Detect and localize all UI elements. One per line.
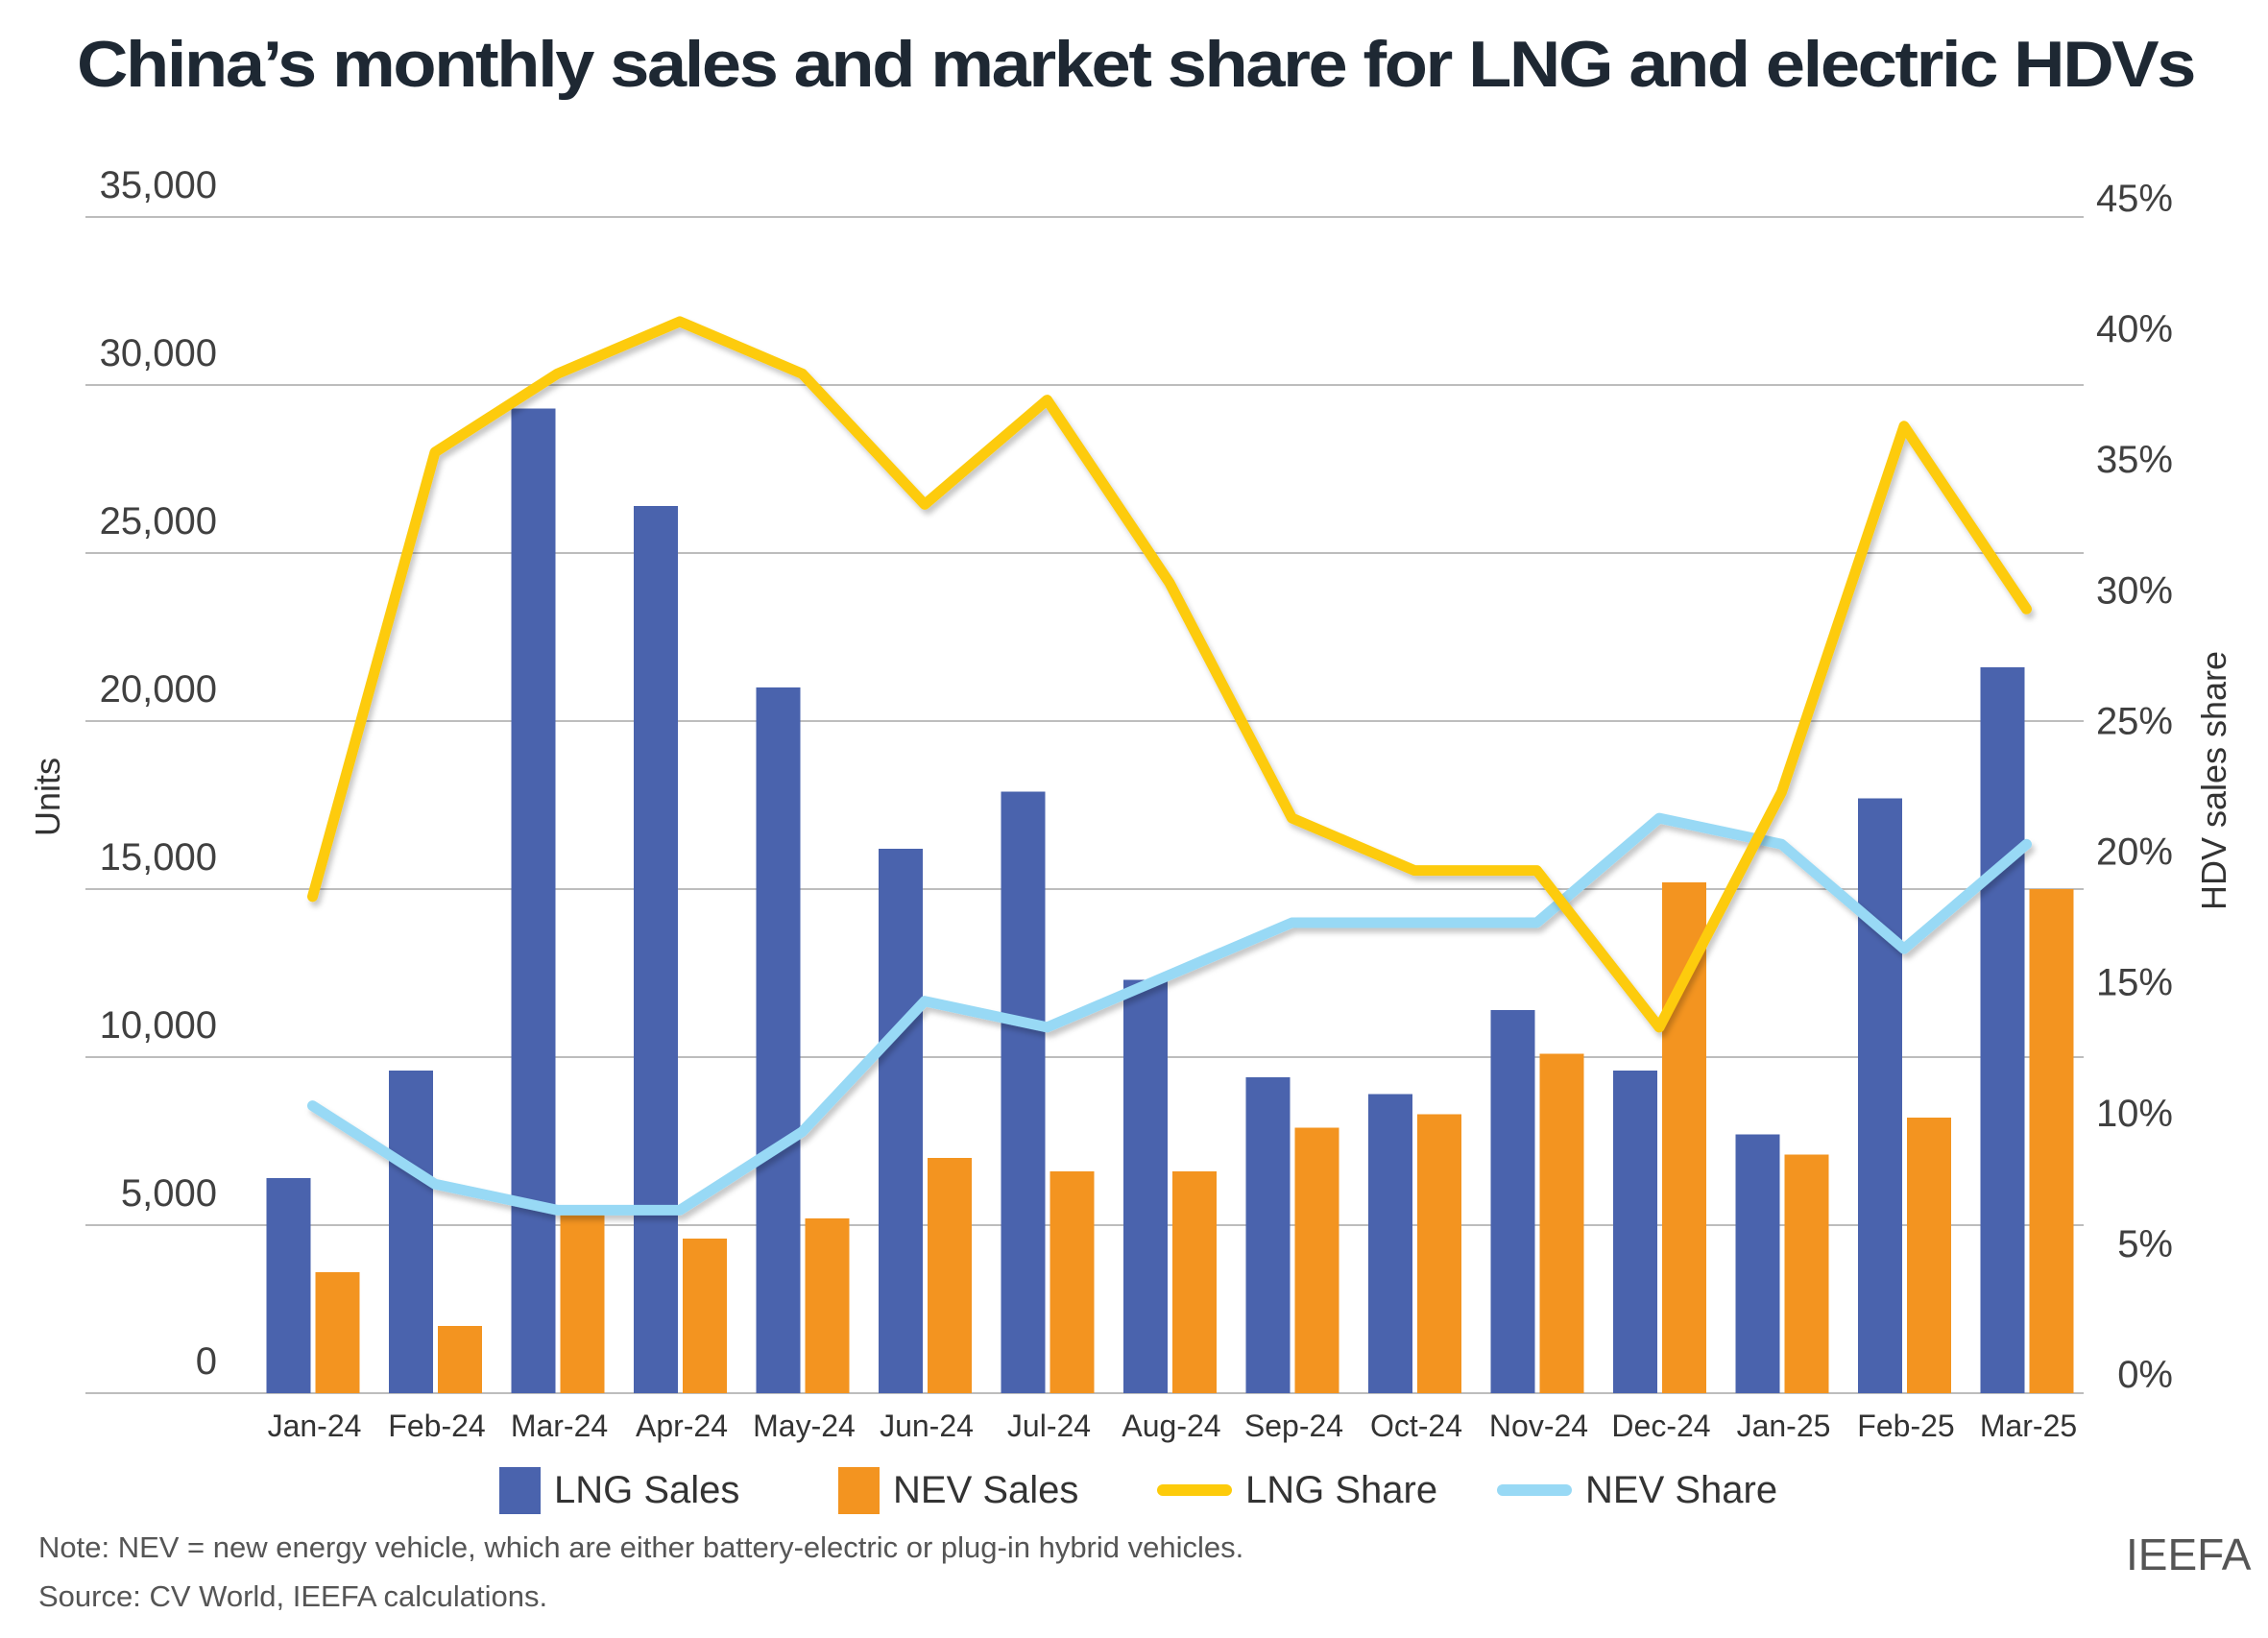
y-tick-label: 15,000: [100, 836, 217, 879]
y-axis-right-ticks: 0% 5% 10% 15% 20% 25% 30% 35% 40% 45%: [2096, 178, 2173, 1396]
y2-tick-label: 10%: [2096, 1093, 2173, 1135]
bar-lng-sales: [1980, 667, 2025, 1393]
y-axis-left-ticks: 0 5,000 10,000 15,000 20,000 25,000 30,000 35,0…: [100, 164, 217, 1383]
lng-sales-swatch: [499, 1466, 541, 1514]
bar-lng-sales: [266, 1178, 311, 1393]
bar-lng-sales: [1368, 1094, 1412, 1393]
x-tick-label: Nov-24: [1489, 1409, 1588, 1443]
legend-label-lng-sales: LNG Sales: [554, 1468, 740, 1511]
y-tick-label: 10,000: [100, 1004, 217, 1047]
x-tick-label: Feb-24: [388, 1409, 485, 1443]
line-lng-share: [307, 316, 2032, 1033]
legend-item-nev-share[interactable]: NEV Share: [1497, 1459, 1777, 1521]
nev-sales-swatch: [838, 1466, 880, 1514]
x-tick-label: Sep-24: [1244, 1409, 1343, 1443]
bar-lng-sales: [389, 1071, 433, 1393]
source-note: Source: CV World, IEEFA calculations.: [38, 1579, 548, 1613]
bar-nev-sales: [805, 1218, 850, 1393]
bar-lng-sales: [879, 849, 923, 1393]
y2-tick-label: 0%: [2117, 1354, 2173, 1396]
x-tick-label: Oct-24: [1370, 1409, 1462, 1443]
ieefa-logo: IEEFA: [2126, 1530, 2252, 1579]
nev-share-swatch: [1497, 1484, 1572, 1496]
bar-lng-sales: [634, 506, 678, 1393]
y2-tick-label: 35%: [2096, 439, 2173, 481]
legend-item-nev-sales[interactable]: NEV Sales: [838, 1459, 1078, 1521]
bar-nev-sales: [1294, 1127, 1339, 1393]
x-tick-label: Jul-24: [1007, 1409, 1091, 1443]
y2-tick-label: 45%: [2096, 178, 2173, 220]
bar-nev-sales: [1539, 1053, 1584, 1393]
bar-lng-sales: [511, 408, 556, 1393]
bar-nev-sales: [1784, 1154, 1829, 1393]
bar-nev-sales: [1050, 1171, 1095, 1393]
x-tick-label: Apr-24: [636, 1409, 728, 1443]
x-tick-label: Dec-24: [1611, 1409, 1710, 1443]
y2-tick-label: 15%: [2096, 962, 2173, 1004]
bar-nev-sales: [2029, 889, 2074, 1393]
y-tick-label: 0: [196, 1340, 217, 1383]
legend: LNG Sales NEV Sales LNG Share NEV Share: [0, 1459, 2268, 1521]
legend-item-lng-sales[interactable]: LNG Sales: [499, 1459, 739, 1521]
share-lines: [307, 316, 2032, 1216]
bar-nev-sales: [1662, 882, 1706, 1393]
bar-nev-sales: [438, 1326, 482, 1393]
y-axis-right-title: HDV sales share: [2194, 651, 2233, 910]
x-tick-label: May-24: [753, 1409, 856, 1443]
y-tick-label: 35,000: [100, 164, 217, 206]
x-axis-ticks: Jan-24 Feb-24 Mar-24 Apr-24 May-24 Jun-24 Jul-…: [268, 1409, 2078, 1443]
y2-tick-label: 30%: [2096, 569, 2173, 612]
x-tick-label: Jan-25: [1737, 1409, 1831, 1443]
y2-tick-label: 25%: [2096, 700, 2173, 742]
bar-nev-sales: [315, 1272, 360, 1393]
y2-tick-label: 20%: [2096, 831, 2173, 874]
y-tick-label: 5,000: [121, 1172, 217, 1215]
bar-lng-sales: [1858, 798, 1902, 1393]
bar-nev-sales: [683, 1239, 727, 1393]
legend-label-nev-sales: NEV Sales: [893, 1468, 1079, 1511]
x-tick-label: Mar-25: [1980, 1409, 2077, 1443]
x-tick-label: Aug-24: [1122, 1409, 1220, 1443]
y-axis-left-title: Units: [28, 758, 67, 836]
bar-nev-sales: [928, 1158, 972, 1393]
bar-lng-sales: [1490, 1010, 1535, 1393]
bar-lng-sales: [756, 687, 801, 1393]
y2-tick-label: 5%: [2117, 1223, 2173, 1265]
bar-lng-sales: [1245, 1077, 1291, 1393]
chart-title: China’s monthly sales and market share f…: [77, 28, 2196, 101]
bar-nev-sales: [1172, 1171, 1217, 1393]
y-tick-label: 30,000: [100, 332, 217, 374]
footnote: Note: NEV = new energy vehicle, which ar…: [38, 1530, 1244, 1564]
x-tick-label: Jan-24: [268, 1409, 362, 1443]
legend-item-lng-share[interactable]: LNG Share: [1157, 1459, 1437, 1521]
bar-lng-sales: [1001, 791, 1046, 1393]
x-tick-label: Jun-24: [880, 1409, 974, 1443]
y-tick-label: 20,000: [100, 668, 217, 711]
bar-lng-sales: [1735, 1134, 1780, 1393]
bars: [266, 408, 2074, 1393]
bar-nev-sales: [1907, 1118, 1951, 1393]
bar-nev-sales: [1417, 1114, 1461, 1393]
bar-nev-sales: [560, 1215, 605, 1393]
bar-lng-sales: [1123, 979, 1168, 1393]
legend-label-nev-share: NEV Share: [1585, 1468, 1778, 1511]
legend-label-lng-share: LNG Share: [1245, 1468, 1438, 1511]
bar-lng-sales: [1613, 1071, 1657, 1393]
lng-share-swatch: [1157, 1484, 1232, 1496]
y-tick-label: 25,000: [100, 500, 217, 542]
y2-tick-label: 40%: [2096, 308, 2173, 350]
x-tick-label: Mar-24: [511, 1409, 608, 1443]
x-tick-label: Feb-25: [1857, 1409, 1954, 1443]
